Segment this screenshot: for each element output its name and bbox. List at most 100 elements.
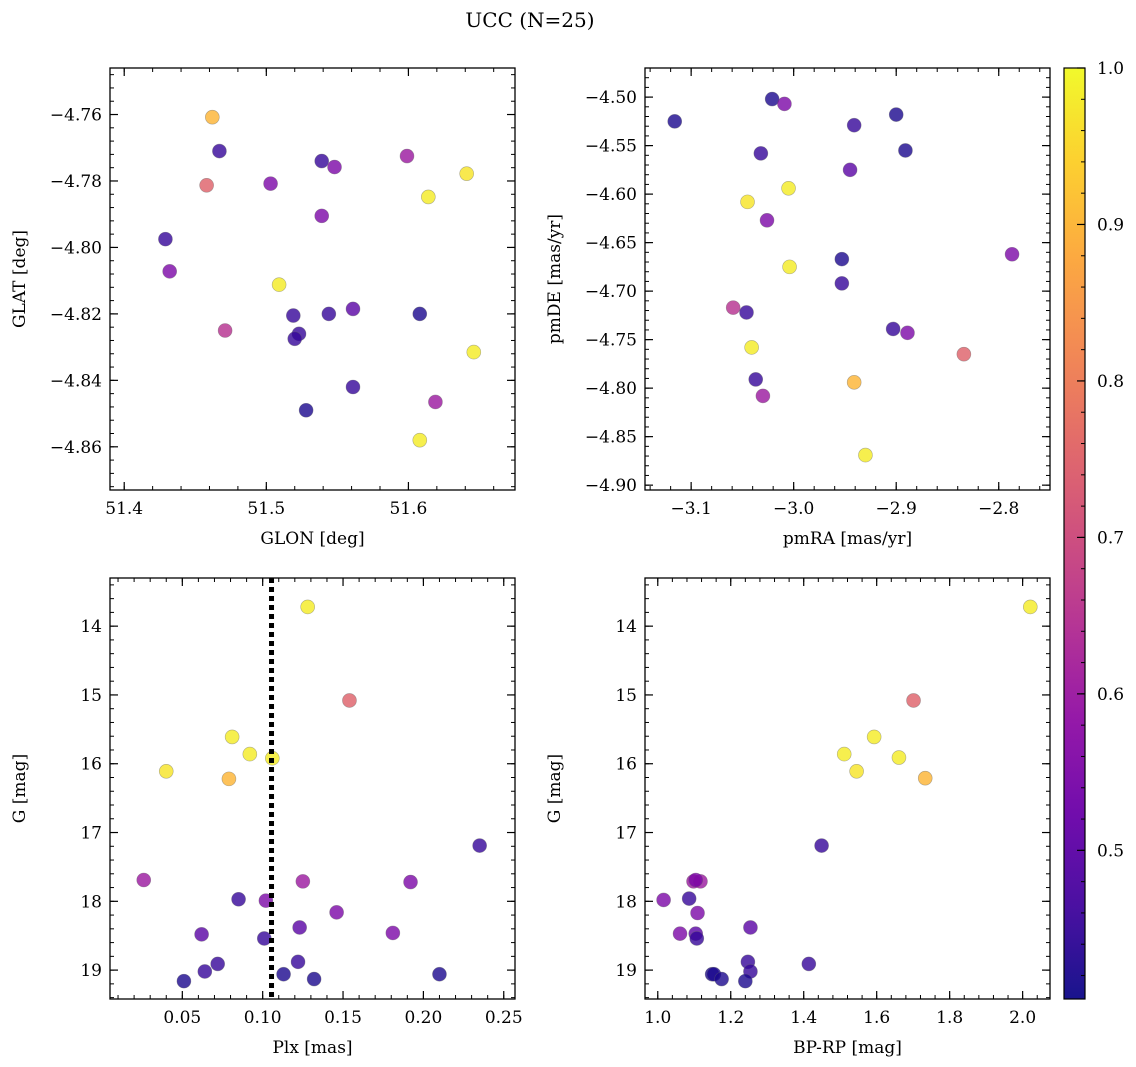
data-point: [412, 432, 428, 448]
x-axis-label: Plx [mas]: [272, 1038, 352, 1058]
data-point: [287, 331, 303, 347]
x-tick-label: 2.0: [1009, 1008, 1036, 1028]
y-tick-label: −4.60: [585, 185, 637, 205]
x-tick-label: −2.9: [876, 499, 917, 519]
data-point: [205, 109, 220, 125]
data-point: [421, 189, 436, 205]
data-point: [399, 148, 415, 164]
data-point: [221, 771, 237, 787]
y-tick-label: −4.84: [50, 371, 102, 391]
y-tick-label: −4.85: [585, 428, 637, 448]
data-point: [782, 259, 797, 275]
data-point: [743, 920, 758, 935]
data-point: [385, 925, 401, 941]
x-tick-label: 1.6: [863, 1008, 890, 1028]
data-point: [725, 300, 741, 315]
data-point: [428, 394, 443, 410]
data-point: [898, 143, 913, 158]
data-point: [900, 325, 915, 341]
data-point: [740, 194, 755, 210]
y-tick-label: −4.78: [50, 172, 102, 192]
data-point: [753, 146, 769, 161]
y-tick-label: 18: [615, 892, 637, 912]
x-tick-label: 1.0: [644, 1008, 671, 1028]
data-point: [656, 892, 671, 908]
data-point: [158, 764, 174, 779]
y-tick-label: −4.80: [50, 238, 102, 258]
x-axis-label: pmRA [mas/yr]: [783, 529, 912, 549]
y-tick-label: 14: [615, 617, 637, 637]
data-point: [459, 166, 474, 181]
data-point: [891, 750, 907, 765]
y-tick-label: −4.50: [585, 88, 637, 108]
data-point: [956, 346, 972, 362]
data-point: [162, 264, 177, 279]
data-point: [263, 176, 278, 191]
colorbar-tick-label: 0.5: [1097, 841, 1124, 861]
data-point: [748, 372, 764, 387]
data-point: [290, 954, 306, 970]
y-tick-label: −4.80: [585, 379, 637, 399]
data-point: [834, 276, 850, 291]
y-tick-label: −4.65: [585, 234, 637, 254]
data-point: [194, 927, 209, 942]
x-axis-label: GLON [deg]: [260, 529, 364, 549]
figure-title: UCC (N=25): [465, 8, 594, 32]
data-point: [345, 379, 361, 395]
data-point: [286, 308, 301, 323]
y-tick-label: −4.70: [585, 282, 637, 302]
axes-frame: [644, 577, 1051, 1000]
data-point: [300, 599, 315, 615]
y-tick-label: 14: [80, 617, 102, 637]
points: [158, 109, 482, 448]
data-point: [199, 177, 214, 193]
data-point: [158, 231, 173, 247]
x-tick-label: 51.4: [105, 499, 143, 519]
axes-frame: [644, 67, 1051, 491]
data-point: [224, 729, 240, 745]
data-point: [781, 180, 796, 196]
colorbar-tick-label: 0.6: [1097, 685, 1124, 705]
ticks: [110, 68, 515, 490]
x-tick-label: −3.0: [773, 499, 814, 519]
x-tick-label: 0.05: [163, 1008, 201, 1028]
data-point: [212, 143, 227, 159]
data-point: [689, 931, 705, 946]
data-point: [906, 693, 921, 708]
axes-frame: [109, 577, 516, 1000]
points: [656, 599, 1038, 989]
colorbar-tick-label: 0.9: [1097, 215, 1124, 235]
data-point: [321, 306, 337, 322]
data-point: [858, 447, 873, 463]
x-tick-label: 1.8: [936, 1008, 963, 1028]
data-point: [472, 838, 487, 853]
colorbar-gradient: [1064, 68, 1085, 999]
y-tick-label: 18: [80, 892, 102, 912]
data-point: [714, 971, 729, 987]
data-point: [672, 926, 688, 941]
data-point: [814, 838, 829, 853]
data-point: [849, 764, 864, 779]
colorbar-frame: [1063, 67, 1086, 1000]
y-axis-label: GLAT [deg]: [10, 230, 30, 328]
ticks: [110, 578, 515, 999]
y-tick-label: −4.55: [585, 137, 637, 157]
data-point: [314, 208, 330, 224]
data-point: [271, 277, 287, 292]
data-point: [688, 872, 704, 888]
data-point: [681, 891, 697, 906]
data-point: [690, 905, 705, 921]
data-point: [738, 973, 753, 989]
x-tick-label: 1.4: [790, 1008, 817, 1028]
data-point: [432, 966, 447, 982]
data-point: [888, 107, 904, 122]
data-point: [846, 117, 862, 133]
panel-4: 1.0 1.2 1.4 1.6 1.8 2.0 14 15 16 17 18 19 BP-RP [mag…: [545, 577, 1051, 1058]
data-point: [885, 321, 901, 337]
data-point: [466, 344, 482, 360]
y-tick-label: 19: [80, 961, 102, 981]
colorbar-tick-label: 0.8: [1097, 372, 1124, 392]
data-point: [759, 213, 775, 228]
data-point: [295, 874, 311, 889]
data-point: [866, 729, 882, 745]
